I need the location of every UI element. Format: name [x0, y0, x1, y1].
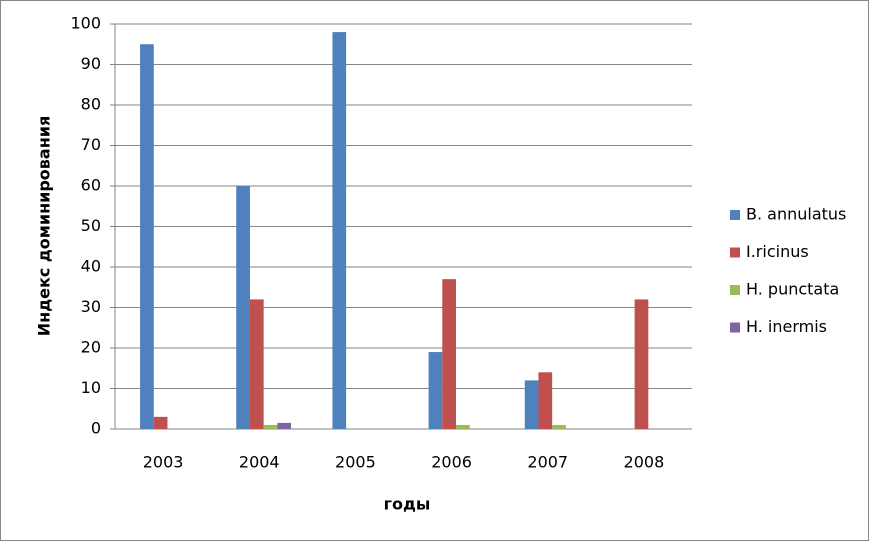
- y-tick-label: 10: [81, 378, 101, 397]
- legend-swatch: [730, 322, 740, 333]
- y-tick-label: 20: [81, 338, 101, 357]
- y-tick-label: 0: [91, 419, 101, 438]
- legend-label: I.ricinus: [746, 242, 809, 261]
- x-tick-label: 2006: [431, 453, 472, 472]
- bar: [428, 352, 443, 429]
- legend-label: H. inermis: [746, 317, 827, 336]
- x-tick-label: 2008: [624, 453, 665, 472]
- legend-label: H. punctata: [746, 280, 839, 299]
- x-tick-label: 2005: [335, 453, 376, 472]
- y-tick-label: 90: [81, 54, 101, 73]
- bar: [140, 44, 154, 429]
- bar: [524, 380, 539, 429]
- bar: [263, 424, 278, 429]
- bar: [249, 299, 264, 429]
- bar: [277, 422, 292, 429]
- y-tick-label: 60: [81, 176, 101, 195]
- y-tick-label: 80: [81, 95, 101, 114]
- bar: [236, 186, 250, 429]
- y-tick-label: 100: [70, 14, 101, 33]
- y-tick-label: 50: [81, 216, 101, 235]
- x-tick-label: 2004: [239, 453, 280, 472]
- bar: [442, 279, 456, 429]
- legend-label: B. annulatus: [746, 205, 846, 224]
- y-tick-label: 30: [81, 297, 101, 316]
- x-axis-label: годы: [384, 495, 431, 514]
- y-tick-label: 70: [81, 135, 101, 154]
- bar: [552, 424, 566, 429]
- x-tick-label: 2007: [527, 453, 568, 472]
- bar: [332, 32, 347, 429]
- legend-swatch: [730, 210, 740, 220]
- y-tick-label: 40: [81, 257, 101, 276]
- bar: [634, 299, 649, 429]
- x-tick-label: 2003: [143, 453, 184, 472]
- bar: [538, 372, 553, 429]
- y-axis-label: Индекс доминирования: [35, 116, 54, 337]
- legend-swatch: [730, 285, 740, 295]
- bar: [455, 424, 470, 429]
- bar: [153, 416, 168, 429]
- legend-swatch: [730, 247, 740, 258]
